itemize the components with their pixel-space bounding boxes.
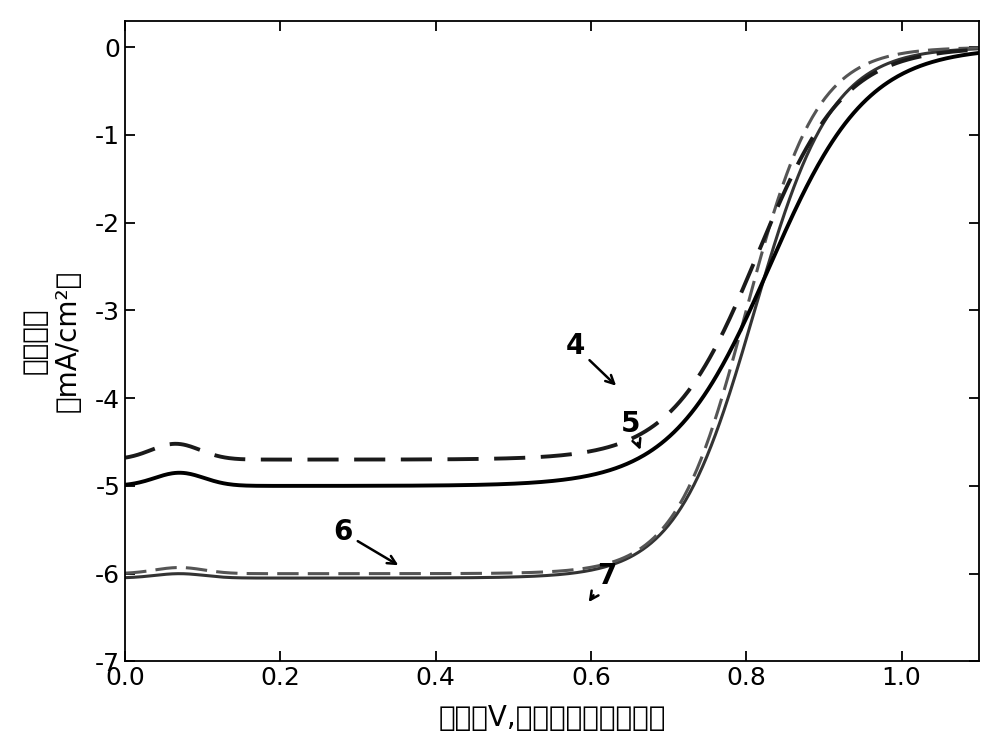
X-axis label: 电位（V,相对于可逆氢电极）: 电位（V,相对于可逆氢电极） xyxy=(438,704,666,732)
Y-axis label: 电流密度
（mA/cm²）: 电流密度 （mA/cm²） xyxy=(21,270,81,412)
Text: 4: 4 xyxy=(565,332,614,384)
Text: 5: 5 xyxy=(620,410,640,447)
Text: 7: 7 xyxy=(590,562,617,600)
Text: 6: 6 xyxy=(333,518,396,564)
